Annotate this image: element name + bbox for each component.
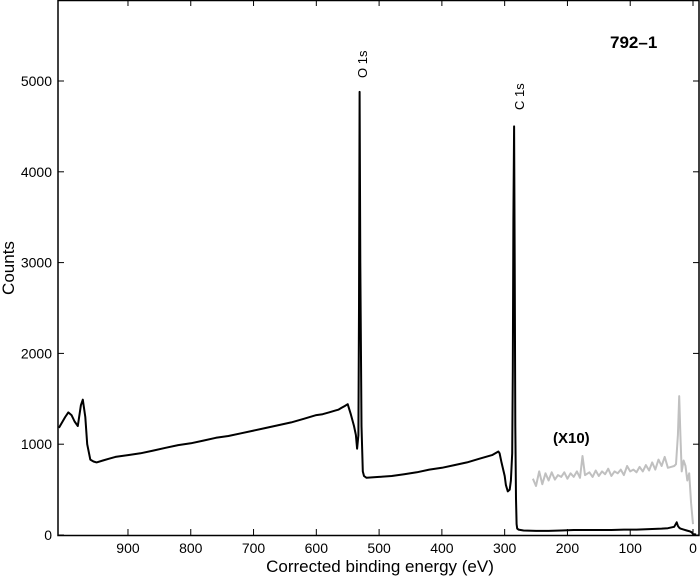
y-tick-label: 2000	[21, 345, 52, 361]
magnification-label: (X10)	[553, 430, 590, 447]
x-tick-label: 800	[179, 540, 203, 556]
plot-area	[58, 90, 697, 536]
y-axis-ticks: 0 1000 2000 3000 4000 5000	[21, 73, 699, 543]
y-axis-label: Counts	[0, 241, 18, 295]
y-tick-label: 3000	[21, 255, 52, 271]
survey-spectrum-line	[58, 90, 697, 536]
y-tick-label: 0	[44, 527, 52, 543]
o1s-peak-label: O 1s	[355, 50, 370, 78]
x-tick-label: 300	[493, 540, 517, 556]
x-tick-label: 200	[556, 540, 580, 556]
plot-frame	[57, 0, 700, 537]
x-tick-label: 0	[689, 540, 697, 556]
x-tick-label: 700	[242, 540, 266, 556]
c1s-peak-label: C 1s	[512, 83, 527, 110]
y-tick-label: 4000	[21, 164, 52, 180]
y-tick-label: 1000	[21, 436, 52, 452]
x-tick-label: 600	[305, 540, 329, 556]
x-axis-label: Corrected binding energy (eV)	[266, 557, 494, 576]
x-axis-ticks: 900 800 700 600 500 400 300 200 100 0	[116, 0, 697, 556]
chart-title: 792–1	[610, 33, 657, 52]
x-tick-label: 500	[367, 540, 391, 556]
x-tick-label: 900	[116, 540, 140, 556]
x-tick-label: 100	[619, 540, 643, 556]
y-tick-label: 5000	[21, 73, 52, 89]
x-tick-label: 400	[430, 540, 454, 556]
magnified-x10-line	[531, 395, 694, 525]
